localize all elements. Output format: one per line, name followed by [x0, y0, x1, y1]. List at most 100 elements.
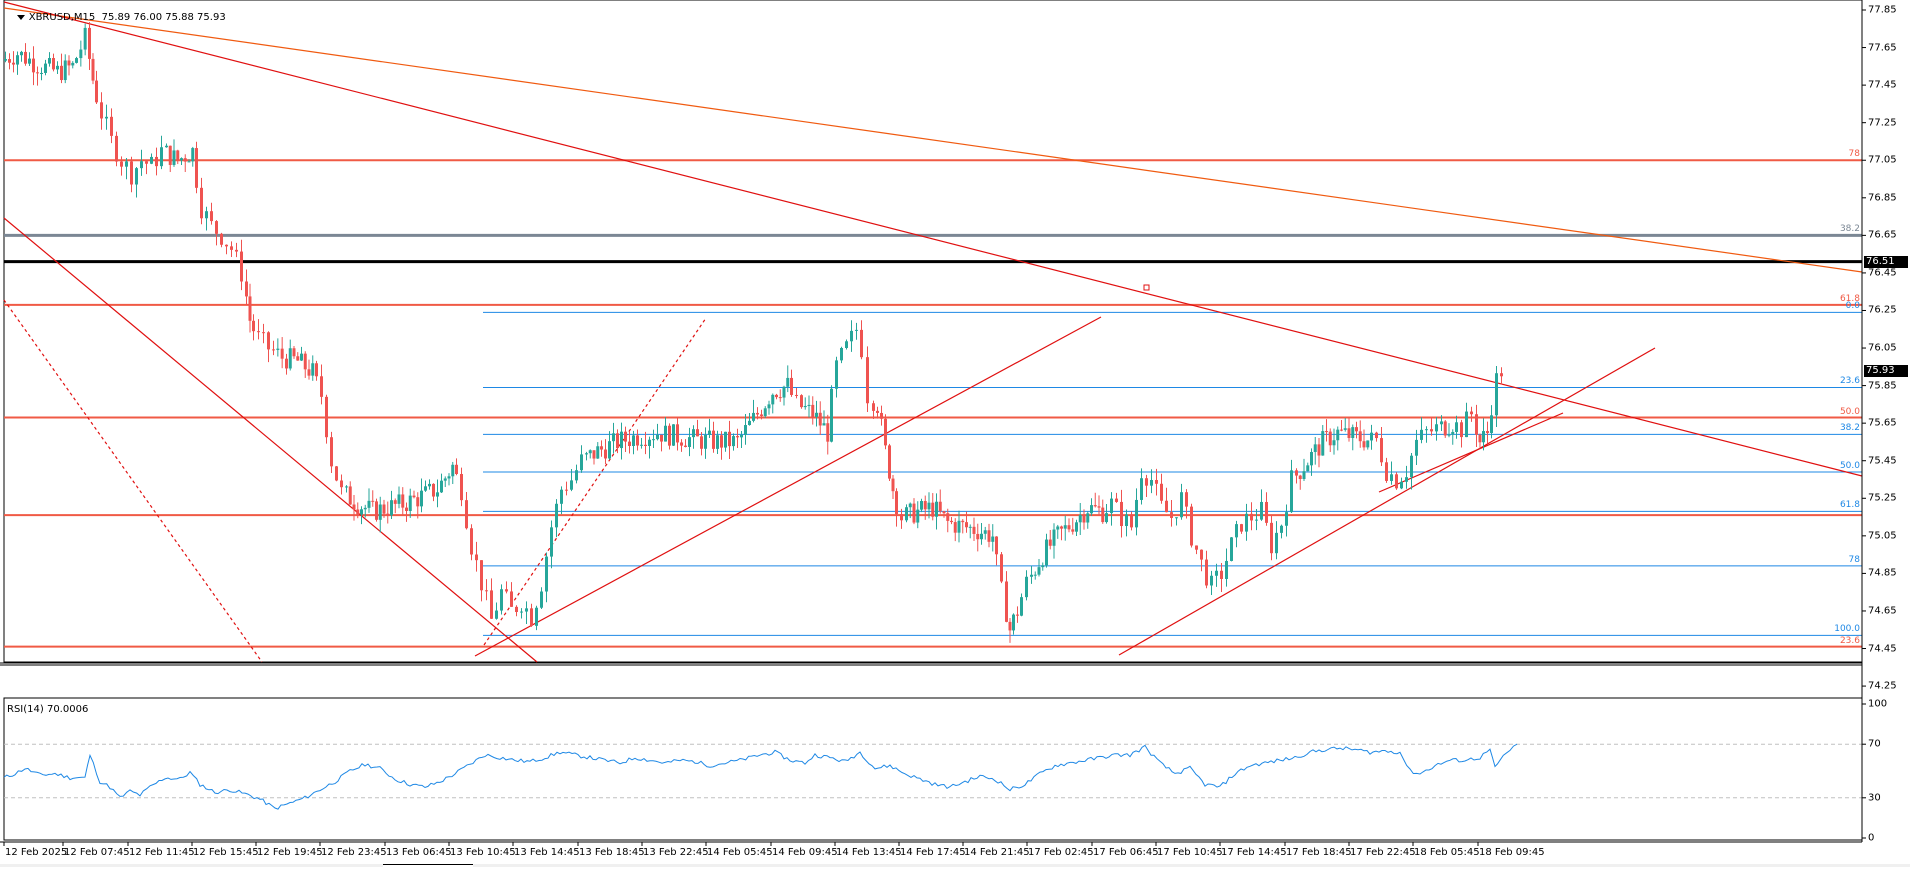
symbol-header: XBRUSD,M15 75.89 76.00 75.88 75.93: [4, 1, 226, 34]
candle-body: [830, 388, 833, 442]
candle-body: [470, 528, 473, 555]
candle-body: [386, 513, 390, 516]
candle-body: [612, 433, 615, 442]
candle-body: [416, 497, 420, 507]
time-axis-label: 17 Feb 14:45: [1221, 847, 1287, 858]
candle-body: [1067, 525, 1071, 530]
candle-body: [1097, 506, 1101, 508]
candle-body: [140, 161, 143, 169]
candle-body: [712, 430, 715, 449]
candle-body: [811, 404, 815, 418]
candle-body: [230, 246, 233, 250]
candle-body: [1495, 373, 1498, 416]
candle-body: [320, 376, 323, 397]
candle-body: [340, 480, 343, 488]
candle-body: [965, 522, 968, 528]
candle-body: [225, 244, 228, 247]
candle-body: [120, 161, 123, 167]
time-axis-label: 12 Feb 19:45: [257, 847, 323, 858]
candle-body: [356, 509, 360, 515]
trendline-long-orange-downtrend[interactable]: [3, 7, 1863, 273]
price-axis-label: 76.65: [1868, 229, 1897, 241]
candle-body: [763, 408, 767, 417]
candle-body: [720, 435, 723, 448]
candle-body: [1443, 421, 1447, 436]
bottom-scrollbar-area[interactable]: [0, 864, 1910, 867]
candle-body: [432, 483, 435, 497]
candle-body: [1110, 498, 1113, 514]
candle-body: [565, 489, 568, 491]
fib-level-label: 78: [1848, 554, 1860, 565]
candle-body: [1343, 428, 1347, 430]
candle-body: [1037, 567, 1041, 575]
price-axis-label: 77.65: [1868, 42, 1897, 54]
candle-body: [1225, 560, 1228, 579]
candle-body: [1425, 429, 1428, 431]
candle-body: [676, 424, 679, 443]
candle-body: [778, 397, 782, 399]
current-price-tag: 75.93: [1864, 364, 1908, 377]
candle-body: [961, 520, 965, 523]
candle-body: [1351, 427, 1355, 438]
candle-body: [447, 476, 451, 479]
candle-body: [248, 296, 252, 321]
candle-body: [91, 58, 95, 81]
candle-body: [855, 329, 858, 331]
time-axis-label: 13 Feb 22:45: [643, 847, 709, 858]
candle-body: [24, 51, 27, 64]
candle-body: [1362, 441, 1366, 448]
candle-body: [88, 27, 91, 59]
candle-body: [592, 450, 596, 459]
candle-body: [460, 473, 463, 501]
candle-body: [12, 62, 15, 65]
candle-body: [668, 425, 671, 446]
candle-body: [1375, 432, 1378, 439]
candle-body: [1275, 532, 1278, 554]
price-axis-label: 75.85: [1868, 380, 1897, 392]
price-axis-label: 74.45: [1868, 643, 1897, 655]
candle-body: [628, 441, 631, 446]
candle-body: [1135, 499, 1138, 528]
candle-body: [840, 347, 843, 361]
candle-body: [75, 58, 78, 63]
candle-body: [880, 412, 883, 419]
candle-body: [1270, 522, 1273, 554]
trendline-long-red-downtrend[interactable]: [3, 1, 1863, 477]
candle-body: [782, 386, 786, 398]
candle-body: [1285, 512, 1288, 526]
candle-body: [775, 394, 778, 398]
trendline-red-uptrend-2[interactable]: [1118, 347, 1656, 656]
candle-body: [1355, 427, 1358, 432]
candle-body: [455, 464, 458, 474]
candle-body: [16, 55, 19, 65]
price-axis-label: 77.85: [1868, 4, 1897, 16]
candle-body: [79, 49, 83, 59]
candle-body: [1235, 524, 1238, 538]
trendline-anchor-handle[interactable]: [1143, 284, 1150, 291]
candle-body: [660, 434, 663, 442]
candle-body: [63, 60, 67, 81]
trendline-dotted-red-downtrend[interactable]: [3, 299, 263, 663]
candle-body: [786, 377, 790, 387]
candle-body: [1020, 597, 1023, 616]
candle-body: [1160, 483, 1163, 501]
candle-body: [401, 494, 405, 508]
candle-body: [71, 62, 75, 66]
candle-body: [262, 332, 265, 334]
candle-body: [900, 514, 903, 521]
candle-body: [790, 377, 793, 395]
candle-body: [1005, 581, 1008, 622]
candle-body: [420, 490, 423, 507]
candle-body: [390, 500, 393, 516]
candle-body: [348, 486, 352, 505]
chart-tab-strip[interactable]: [383, 864, 473, 868]
candle-body: [155, 156, 158, 167]
candle-body: [1302, 471, 1306, 479]
trendline-steep-red-downtrend[interactable]: [3, 217, 538, 663]
collapse-triangle-icon[interactable]: [16, 14, 25, 20]
price-axis-label: 77.45: [1868, 79, 1897, 91]
trendline-red-uptrend-short[interactable]: [1378, 412, 1564, 493]
trendline-red-channel-uptrend[interactable]: [474, 316, 1102, 657]
